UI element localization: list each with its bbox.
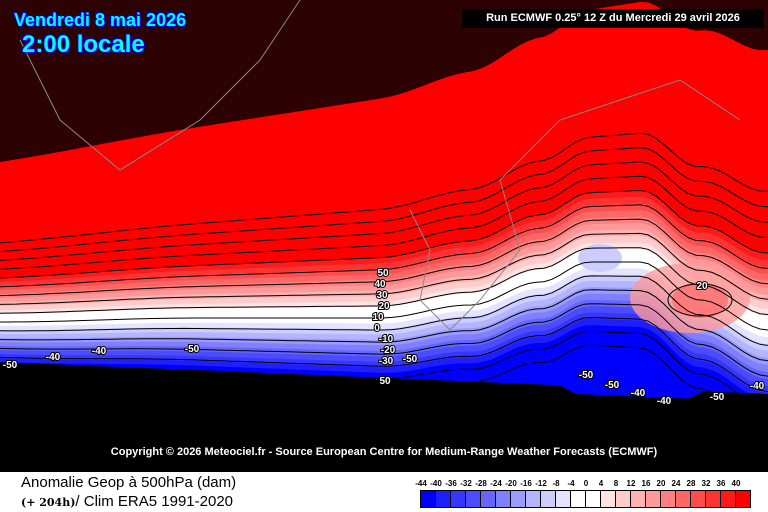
- colorbar-swatch: [436, 491, 451, 507]
- colorbar-tick: 0: [583, 479, 589, 488]
- contour-line: [0, 189, 768, 279]
- run-info: Run ECMWF 0.25° 12 Z du Mercredi 29 avri…: [462, 9, 764, 28]
- colorbar-swatch: [541, 491, 556, 507]
- colorbar-tick: 4: [598, 479, 604, 488]
- climatology: / Clim ERA5 1991-2020: [75, 493, 234, 510]
- coastline-europe: [409, 79, 741, 331]
- contour-line: [0, 132, 768, 244]
- contour-line: [667, 283, 733, 317]
- colorbar-tick: 24: [671, 479, 681, 488]
- colorbar-tick: 20: [656, 479, 666, 488]
- contour-line: [0, 261, 768, 331]
- contour-label: -50: [710, 392, 725, 403]
- colorbar-swatch: [676, 491, 691, 507]
- forecast-date: Vendredi 8 mai 2026: [14, 10, 187, 30]
- contour-line: [0, 275, 768, 346]
- contour-label: 30: [376, 290, 388, 301]
- colorbar-swatch: [616, 491, 631, 507]
- contour-label: 50: [379, 376, 391, 387]
- contour-line: [0, 204, 768, 288]
- map-subtitle: (+ 204h)/ Clim ERA5 1991-2020: [21, 493, 233, 511]
- contour-line: [0, 175, 768, 270]
- colorbar-swatch: [646, 491, 661, 507]
- contour-label: -10: [379, 334, 394, 345]
- contour-line: [0, 303, 768, 377]
- colorbar-tick: -40: [430, 479, 442, 488]
- colorbar-ticks: -44 -40 -36 -32 -28 -24 -20 -16 -12 -8 -4 0 4 8 12 16 20…: [0, 479, 768, 489]
- colorbar-swatch: [451, 491, 466, 507]
- colorbar-swatch: [571, 491, 586, 507]
- contour-line: [0, 147, 768, 253]
- contour-label: -40: [46, 352, 61, 363]
- forecast-time: 2:00 locale: [22, 31, 145, 58]
- contour-line: [0, 232, 768, 305]
- colorbar-tick: 36: [716, 479, 726, 488]
- contour-label: -50: [605, 380, 620, 391]
- colorbar-tick: -24: [490, 479, 502, 488]
- contour-label: -50: [403, 354, 418, 365]
- contour-label: -20: [381, 345, 396, 356]
- colorbar-swatch: [586, 491, 601, 507]
- contour-line: [0, 289, 768, 362]
- colorbar-tick: -28: [475, 479, 487, 488]
- colorbar-swatch: [526, 491, 541, 507]
- colorbar-swatch: [601, 491, 616, 507]
- colorbar-tick: -44: [415, 479, 427, 488]
- masked-region: [0, 362, 768, 472]
- copyright: Copyright © 2026 Meteociel.fr - Source E…: [110, 446, 658, 458]
- lead-time: (+ 204h): [21, 496, 76, 509]
- contour-line: [0, 247, 768, 316]
- colorbar-tick: 16: [641, 479, 651, 488]
- colorbar-swatch: [661, 491, 676, 507]
- contour-label: 10: [372, 312, 384, 323]
- colorbar-swatch: [706, 491, 721, 507]
- contour-label: -50: [185, 344, 200, 355]
- colorbar-swatch: [556, 491, 571, 507]
- contour-line: [0, 161, 768, 261]
- colorbar-swatch: [481, 491, 496, 507]
- contour-line: [0, 218, 768, 297]
- colorbar-tick: -4: [567, 479, 575, 488]
- contour-label: 0: [374, 323, 380, 334]
- contour-label: 40: [374, 279, 386, 290]
- contour-label: -50: [3, 360, 18, 371]
- coastline-greenland: [19, 0, 301, 171]
- colorbar-tick: -32: [460, 479, 472, 488]
- contour-label: -40: [750, 381, 765, 392]
- colorbar-tick: 28: [686, 479, 696, 488]
- contour-label: -30: [379, 356, 394, 367]
- contour-label: -50: [579, 370, 594, 381]
- contour-label: -40: [631, 388, 646, 399]
- contour-label: 50: [377, 268, 389, 279]
- colorbar-swatch: [496, 491, 511, 507]
- negative-anomaly-pocket: [578, 244, 622, 272]
- contour-label: 20: [378, 301, 390, 312]
- anomaly-map: 50 40 30 20 10 0 -10 -20 -30 -50 50 20 -40 -40 -50 -50-…: [0, 0, 768, 472]
- colorbar-swatch: [421, 491, 436, 507]
- colorbar-swatch: [511, 491, 526, 507]
- colorbar-tick: -12: [535, 479, 547, 488]
- colorbar-swatch: [721, 491, 736, 507]
- contour-label: -40: [92, 346, 107, 357]
- colorbar-tick: 40: [731, 479, 741, 488]
- colorbar-tick: -16: [520, 479, 532, 488]
- colorbar-tick: 12: [626, 479, 636, 488]
- map-title: Anomalie Geop à 500hPa (dam): [21, 474, 237, 491]
- contour-line: [0, 317, 768, 393]
- colorbar-tick: -36: [445, 479, 457, 488]
- colorbar-swatch: [691, 491, 706, 507]
- colorbar-swatch: [736, 491, 750, 507]
- colorbar-swatch: [631, 491, 646, 507]
- contour-label: -40: [657, 396, 672, 407]
- colorbar-tick: 8: [613, 479, 619, 488]
- contour-label: 20: [696, 281, 708, 292]
- colorbar-swatch: [466, 491, 481, 507]
- colorbar: [420, 490, 751, 508]
- colorbar-tick: -20: [505, 479, 517, 488]
- colorbar-tick: -8: [552, 479, 560, 488]
- colorbar-tick: 32: [701, 479, 711, 488]
